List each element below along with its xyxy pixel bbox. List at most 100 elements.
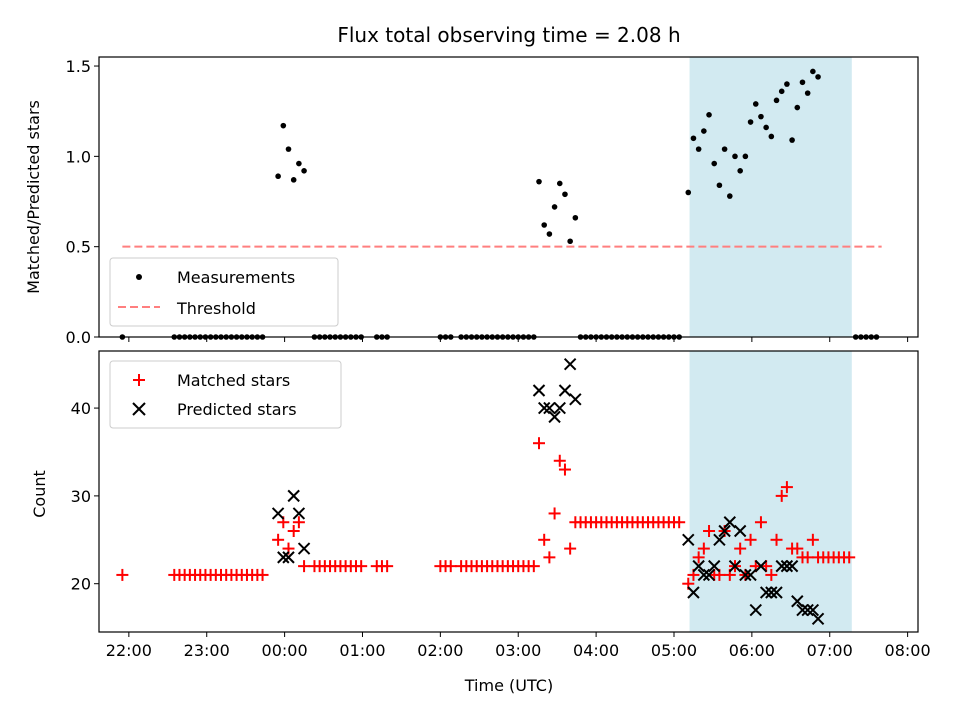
measurement-point xyxy=(778,88,785,95)
y-tick-label: 30 xyxy=(71,487,91,506)
legend-measurements-label: Measurements xyxy=(177,268,295,287)
measurement-point xyxy=(690,135,697,142)
x-tick-label: 07:00 xyxy=(807,641,853,660)
measurement-point xyxy=(275,173,281,180)
predicted-star-point xyxy=(277,551,290,564)
measurement-point xyxy=(773,97,780,104)
top-y-ticks: 0.0 0.5 1.0 1.5 xyxy=(66,57,99,347)
measurement-point xyxy=(285,146,292,152)
predicted-star-point xyxy=(801,603,814,617)
measurement-point xyxy=(695,146,702,152)
matched-star-point xyxy=(843,551,856,564)
bottom-y-axis-label: Count xyxy=(30,470,49,518)
measurement-points xyxy=(119,68,880,340)
top-axes-frame xyxy=(98,56,919,338)
matched-star-point xyxy=(673,516,686,529)
measurement-point xyxy=(280,122,287,129)
x-tick-label: 00:00 xyxy=(262,641,308,660)
measurement-point xyxy=(726,193,733,199)
measurement-point xyxy=(551,204,558,210)
predicted-star-point xyxy=(780,559,794,573)
matched-star-point xyxy=(564,542,577,555)
predicted-star-point xyxy=(718,524,731,538)
measurement-point xyxy=(701,128,707,134)
matched-star-point xyxy=(298,560,311,573)
predicted-star-point xyxy=(569,393,582,406)
matched-star-point xyxy=(806,533,819,546)
measurement-point xyxy=(737,168,743,174)
chart-title: Flux total observing time = 2.08 h xyxy=(337,23,680,47)
bottom-legend-box xyxy=(109,360,342,429)
matched-star-point xyxy=(381,560,394,573)
predicted-star-point xyxy=(282,551,295,564)
measurement-point xyxy=(536,178,542,185)
predicted-star-point xyxy=(548,410,561,424)
matched-star-point xyxy=(744,533,757,546)
measurement-point xyxy=(711,160,718,167)
bottom-x-ticks: 22:00 23:00 00:00 01:00 02:00 03:00 04:00 05:00… xyxy=(106,632,931,660)
measurement-point xyxy=(763,124,769,131)
matched-star-point xyxy=(116,568,129,581)
matched-star-point xyxy=(703,525,716,538)
predicted-star-point xyxy=(723,516,737,529)
predicted-star-point xyxy=(728,559,742,573)
bottom-y-ticks: 20 30 40 xyxy=(71,399,99,594)
measurement-point xyxy=(768,133,775,140)
top-y-axis-label: Matched/Predicted stars xyxy=(24,100,43,294)
predicted-star-point xyxy=(271,507,285,520)
predicted-star-point xyxy=(682,533,695,547)
measurement-point xyxy=(810,68,816,75)
legend-predicted-label: Predicted stars xyxy=(177,400,297,419)
measurement-point xyxy=(567,238,573,245)
predicted-star-point xyxy=(733,524,747,538)
predicted-star-point xyxy=(796,603,809,617)
matched-star-point xyxy=(292,516,305,529)
matched-star-point xyxy=(765,568,778,581)
measurement-point xyxy=(301,168,307,174)
measurement-point xyxy=(562,191,568,198)
predicted-star-point xyxy=(687,586,700,599)
y-tick-label: 1.5 xyxy=(66,57,91,76)
predicted-star-point xyxy=(708,559,721,573)
predicted-star-point xyxy=(744,568,757,582)
x-tick-label: 04:00 xyxy=(573,641,619,660)
measurement-point xyxy=(716,182,723,189)
predicted-star-point xyxy=(292,507,306,520)
measurement-point xyxy=(742,153,749,160)
y-tick-label: 1.0 xyxy=(66,147,91,166)
bottom-axes-frame xyxy=(98,350,919,633)
y-tick-label: 0.5 xyxy=(66,238,91,257)
predicted-star-point xyxy=(297,542,311,555)
x-tick-label: 01:00 xyxy=(339,641,385,660)
predicted-star-point xyxy=(754,559,768,573)
legend-predicted-marker xyxy=(132,402,146,416)
measurement-point xyxy=(815,74,821,80)
x-tick-label: 23:00 xyxy=(184,641,230,660)
y-tick-label: 40 xyxy=(71,399,91,418)
x-tick-label: 06:00 xyxy=(729,641,775,660)
predicted-star-point xyxy=(558,384,572,397)
top-legend: Measurements Threshold xyxy=(109,257,339,327)
predicted-star-point xyxy=(749,603,762,617)
matched-star-point xyxy=(801,551,814,564)
measurement-point xyxy=(546,231,553,237)
legend-threshold-label: Threshold xyxy=(176,299,256,318)
measurement-point xyxy=(685,189,692,196)
measurement-point xyxy=(541,222,547,228)
matched-star-point xyxy=(558,463,571,476)
observing-window-span xyxy=(689,351,852,632)
measurement-point xyxy=(789,137,795,143)
star-count-panel: 22:00 23:00 00:00 01:00 02:00 03:00 04:00 05:00… xyxy=(30,350,931,695)
legend-measurements-marker xyxy=(136,274,142,280)
measurement-point xyxy=(804,90,811,96)
observing-window-span xyxy=(689,57,852,337)
predicted-star-point xyxy=(770,586,783,599)
matched-star-point xyxy=(697,542,710,555)
legend-matched-label: Matched stars xyxy=(177,371,290,390)
predicted-star-point xyxy=(692,559,705,573)
matched-star-point xyxy=(692,551,705,564)
measurement-point xyxy=(799,79,806,86)
flux-ratio-panel: 0.0 0.5 1.0 1.5 Matched/Predicted stars Mea… xyxy=(24,56,919,347)
matched-star-point xyxy=(256,568,269,581)
